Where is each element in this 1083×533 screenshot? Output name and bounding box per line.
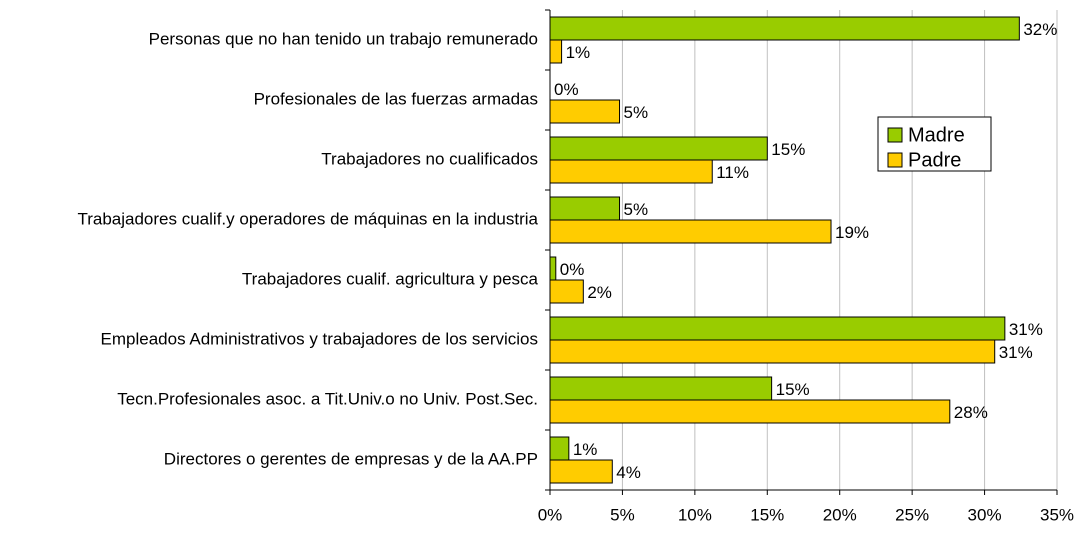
x-tick-label: 35%: [1040, 505, 1074, 524]
x-tick-label: 20%: [823, 505, 857, 524]
y-tick-label: Directores o gerentes de empresas y de l…: [164, 449, 538, 468]
value-label: 1%: [566, 43, 591, 62]
y-tick-label: Trabajadores cualif.y operadores de máqu…: [77, 209, 538, 228]
bar: [549, 219, 832, 244]
bar: [549, 316, 1006, 341]
value-label: 19%: [835, 223, 869, 242]
bar: [549, 399, 951, 424]
bar: [549, 279, 584, 304]
y-tick-label: Trabajadores cualif. agricultura y pesca: [242, 269, 539, 288]
x-tick-label: 25%: [895, 505, 929, 524]
value-label: 11%: [716, 163, 749, 182]
bar: [549, 136, 768, 161]
x-tick-label: 15%: [750, 505, 784, 524]
value-label: 32%: [1023, 20, 1057, 39]
x-tick-label: 30%: [968, 505, 1002, 524]
value-label: 4%: [616, 463, 641, 482]
value-label: 5%: [624, 200, 649, 219]
legend-label: Madre: [908, 124, 965, 146]
bar: [549, 99, 621, 124]
bar: [549, 339, 996, 364]
value-label: 0%: [554, 80, 579, 99]
legend-label: Padre: [908, 149, 961, 171]
bar: [549, 159, 713, 184]
y-tick-label: Trabajadores no cualificados: [321, 149, 538, 168]
x-tick-label: 5%: [610, 505, 635, 524]
value-label: 15%: [771, 140, 805, 159]
legend-swatch: [887, 152, 903, 168]
value-label: 31%: [999, 343, 1033, 362]
y-tick-label: Empleados Administrativos y trabajadores…: [101, 329, 538, 348]
legend: [877, 116, 992, 172]
value-label: 1%: [573, 440, 598, 459]
y-tick-label: Tecn.Profesionales asoc. a Tit.Univ.o no…: [117, 389, 538, 408]
bar: [549, 256, 557, 281]
value-label: 0%: [560, 260, 585, 279]
value-label: 31%: [1009, 320, 1043, 339]
bar: [549, 39, 563, 64]
y-tick-label: Profesionales de las fuerzas armadas: [254, 89, 538, 108]
x-tick-label: 10%: [678, 505, 712, 524]
bar: [549, 436, 570, 461]
value-label: 2%: [587, 283, 612, 302]
bar: [549, 16, 1020, 41]
value-label: 5%: [624, 103, 649, 122]
x-tick-label: 0%: [538, 505, 563, 524]
bar: [549, 459, 613, 484]
y-tick-label: Personas que no han tenido un trabajo re…: [149, 29, 538, 48]
bar: [549, 376, 773, 401]
bar: [549, 196, 621, 221]
value-label: 15%: [776, 380, 810, 399]
value-label: 28%: [954, 403, 988, 422]
legend-swatch: [887, 127, 903, 143]
